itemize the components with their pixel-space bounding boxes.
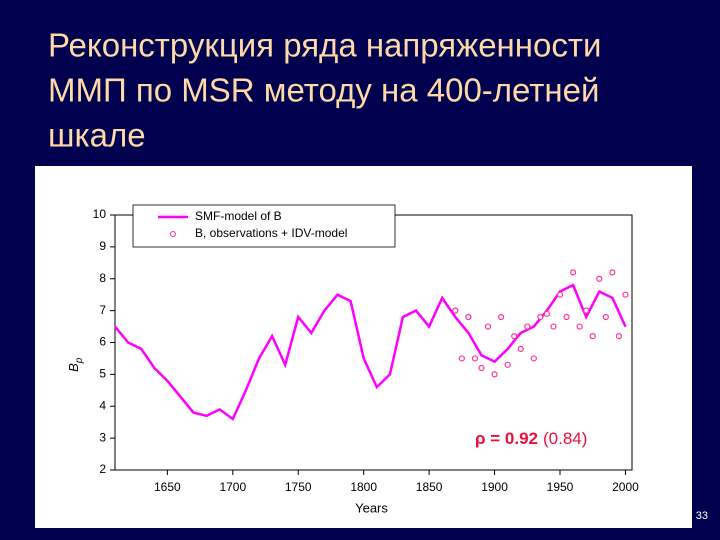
data-point bbox=[471, 355, 479, 362]
data-point bbox=[517, 345, 524, 352]
slide-title: ММП по MSR методу на 400-летней bbox=[48, 72, 599, 109]
x-tick-label: 1750 bbox=[285, 480, 312, 494]
y-tick-label: 6 bbox=[99, 335, 106, 349]
data-point bbox=[504, 361, 511, 368]
annotation-bold: ρ = 0.92 bbox=[475, 429, 538, 448]
data-point bbox=[530, 355, 537, 362]
data-point bbox=[576, 323, 583, 330]
legend-label: B, observations + IDV-model bbox=[195, 226, 347, 240]
y-tick-label: 10 bbox=[93, 207, 107, 221]
data-point bbox=[543, 310, 551, 317]
data-point bbox=[524, 323, 531, 330]
data-point bbox=[484, 323, 492, 330]
chart: 2 3 4 5 6 7 8 9 10 1650 1700 1750 1800 1850 1900 1950 20… bbox=[66, 204, 639, 515]
slide-title: Реконструкция ряда напряженности bbox=[48, 27, 601, 64]
data-point bbox=[550, 323, 557, 330]
data-point bbox=[556, 291, 564, 298]
x-tick-label: 1900 bbox=[481, 480, 508, 494]
data-point bbox=[609, 269, 616, 276]
y-tick-label: 4 bbox=[99, 398, 106, 412]
data-point bbox=[465, 313, 472, 321]
x-tick-label: 1950 bbox=[547, 480, 574, 494]
y-tick-label: 8 bbox=[99, 271, 106, 285]
x-tick-label: 1700 bbox=[219, 480, 246, 494]
legend-box bbox=[132, 204, 396, 248]
data-point bbox=[491, 371, 498, 378]
data-point bbox=[478, 364, 485, 372]
x-tick-label: 1650 bbox=[154, 480, 181, 494]
data-point bbox=[452, 307, 459, 314]
legend-label: SMF-model of B bbox=[195, 209, 282, 223]
x-tick-label: 1850 bbox=[416, 480, 443, 494]
page-number: 33 bbox=[696, 510, 708, 522]
y-tick-label: 3 bbox=[99, 430, 106, 444]
data-point bbox=[615, 333, 623, 340]
data-point bbox=[458, 355, 465, 362]
x-tick-label: 2000 bbox=[612, 480, 639, 494]
data-point bbox=[602, 313, 609, 321]
y-tick-label: 7 bbox=[99, 303, 106, 317]
data-point bbox=[511, 333, 518, 340]
data-point bbox=[622, 291, 629, 298]
legend-marker bbox=[170, 231, 176, 237]
x-tick-label: 1800 bbox=[350, 480, 377, 494]
annotation-rest: (0.84) bbox=[543, 429, 587, 448]
y-tick-label: 5 bbox=[99, 367, 106, 381]
y-axis-label: Bp bbox=[66, 357, 84, 372]
slide-title: шкале bbox=[48, 117, 146, 154]
y-axis-label-main: B bbox=[66, 363, 81, 372]
annotation: ρ = 0.92 (0.84) bbox=[475, 429, 587, 448]
data-point bbox=[570, 269, 577, 276]
data-point bbox=[583, 307, 590, 314]
data-point bbox=[563, 313, 570, 321]
y-axis-label-sub: p bbox=[74, 357, 85, 364]
y-tick-label: 9 bbox=[99, 239, 106, 253]
y-tick-label: 2 bbox=[99, 462, 106, 476]
data-point bbox=[537, 313, 544, 321]
x-axis-label: Years bbox=[355, 500, 388, 515]
data-point bbox=[596, 275, 603, 282]
data-point bbox=[589, 333, 596, 340]
data-point bbox=[498, 313, 505, 321]
